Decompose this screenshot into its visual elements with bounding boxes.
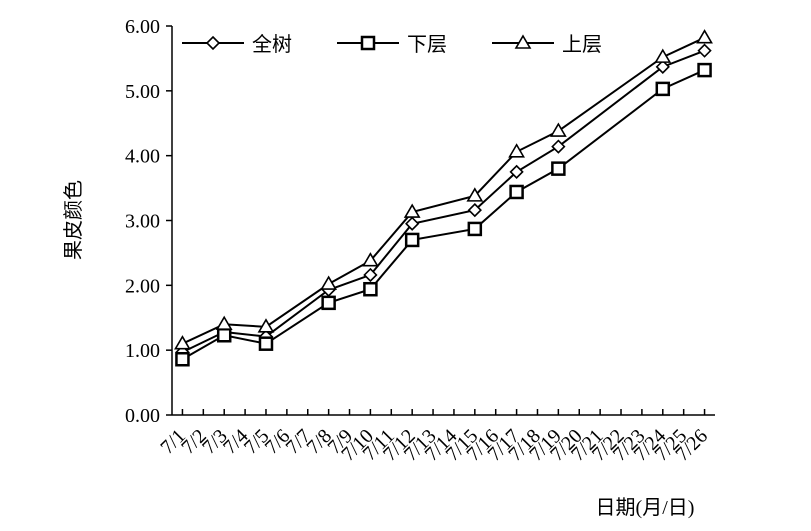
data-point [467, 221, 483, 237]
y-tick-label: 5.00 [125, 81, 160, 103]
data-point [404, 232, 420, 248]
y-tick-label: 1.00 [125, 340, 160, 362]
data-point [654, 48, 672, 63]
data-point [363, 281, 378, 297]
y-axis-label: 果皮颜色 [62, 180, 85, 260]
legend-marker [205, 35, 221, 51]
legend-label: 上层 [562, 33, 602, 56]
data-point [509, 164, 524, 180]
x-axis-label: 日期(月/日) [596, 497, 695, 519]
data-point [655, 59, 670, 74]
data-point [697, 43, 712, 58]
data-point [655, 81, 671, 97]
legend-label: 下层 [407, 34, 447, 56]
y-tick-label: 6.00 [125, 16, 160, 38]
data-point [466, 187, 484, 202]
data-point [403, 203, 421, 218]
data-point [257, 318, 275, 333]
y-tick-label: 3.00 [125, 211, 160, 233]
legend-marker [360, 35, 376, 51]
data-point [215, 315, 233, 331]
y-tick-label: 2.00 [125, 275, 160, 297]
data-point [467, 202, 482, 218]
series-line [182, 36, 705, 345]
data-point [696, 29, 713, 44]
data-point [549, 122, 567, 137]
data-point [320, 275, 338, 290]
y-tick-label: 4.00 [125, 146, 160, 168]
data-point [175, 351, 190, 367]
data-point [321, 295, 336, 311]
data-point [508, 143, 525, 158]
data-point [174, 335, 191, 350]
series-line [182, 49, 705, 354]
legend-label: 全树 [252, 33, 292, 56]
data-point [363, 267, 378, 283]
data-point [697, 62, 712, 78]
data-point [216, 328, 232, 343]
data-point [551, 139, 566, 154]
data-point [362, 252, 379, 267]
data-point [551, 161, 566, 176]
legend-marker [514, 34, 532, 49]
series-line [181, 69, 705, 361]
data-point [258, 336, 274, 351]
data-point [509, 184, 524, 200]
data-point [405, 216, 420, 231]
y-tick-label: 0.00 [125, 405, 160, 427]
